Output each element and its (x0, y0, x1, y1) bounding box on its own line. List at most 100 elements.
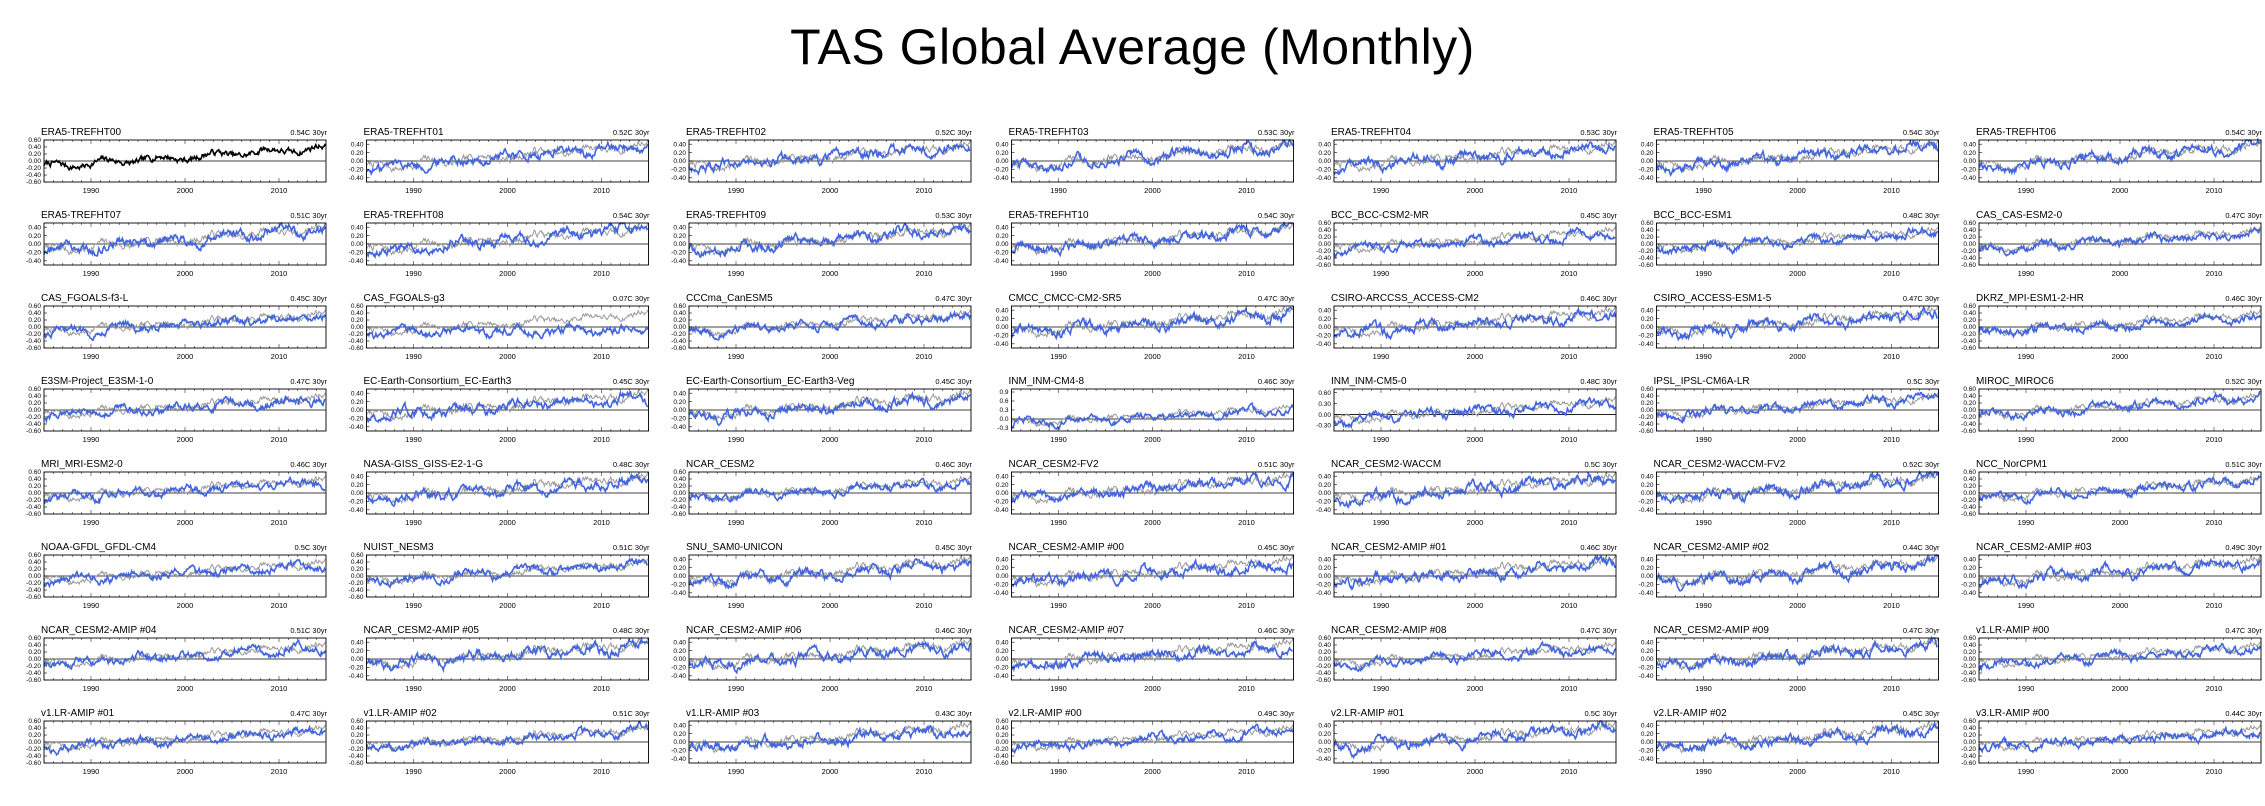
model-series-line (43, 724, 326, 757)
y-tick-label: 0.00 (1318, 490, 1331, 497)
y-tick-label: -0.20 (1961, 331, 1976, 338)
model-series-line (688, 557, 971, 590)
y-tick-label: -0.40 (1961, 753, 1976, 760)
x-tick-label: 2010 (1561, 601, 1578, 610)
panel: v1.LR-AMIP #01 0.47C 30yr 0.600.400.200.00… (26, 708, 327, 776)
trend-label: 0.44C 30yr (2225, 709, 2262, 718)
x-tick-label: 1990 (1695, 684, 1712, 693)
y-tick-label: 0.40 (28, 476, 41, 483)
y-tick-label: 0.20 (1963, 150, 1976, 157)
model-series-line (1655, 469, 1939, 505)
y-tick-label: 0.40 (673, 390, 686, 397)
model-series-line (688, 640, 971, 675)
y-tick-label: 0.40 (1963, 141, 1976, 148)
y-tick-label: 0.60 (351, 552, 364, 559)
x-tick-label: 2000 (1467, 767, 1484, 776)
y-tick-label: -0.20 (1639, 333, 1654, 340)
y-tick-label: 0.20 (1641, 648, 1654, 655)
panel: ERA5-TREFHT00 0.54C 30yr0.600.400.200.00-… (26, 127, 327, 195)
panel: NCAR_CESM2-AMIP #05 0.48C 30yr 0.40 0.200.0… (349, 625, 650, 693)
y-tick-label: 0.00 (1963, 490, 1976, 497)
x-tick-label: 1990 (405, 269, 422, 278)
y-tick-label: -0.20 (26, 250, 41, 257)
x-tick-label: 1990 (1373, 435, 1390, 444)
model-series-line (365, 472, 649, 508)
trend-label: 0.49C 30yr (2225, 543, 2262, 552)
x-tick-label: 2010 (271, 767, 288, 776)
x-tick-label: 1990 (405, 684, 422, 693)
y-tick-label: 0.20 (28, 317, 41, 324)
model-series-line (1656, 635, 1939, 674)
x-tick-label: 1990 (1050, 518, 1067, 527)
y-tick-label: 0.40 (1641, 141, 1654, 148)
panel: v1.LR-AMIP #03 0.43C 30yr 0.40 0.200.00 -0.2… (671, 708, 972, 776)
trend-label: 0.46C 30yr (2225, 294, 2262, 303)
x-tick-label: 1990 (1050, 352, 1067, 361)
x-tick-label: 1990 (1695, 767, 1712, 776)
y-tick-label: -0.60 (26, 511, 41, 518)
y-tick-label: 0.20 (28, 483, 41, 490)
y-tick-label: 0.00 (673, 656, 686, 663)
y-tick-label: -0.20 (994, 582, 1009, 589)
panel: ERA5-TREFHT10 0.54C 30yr 0.40 0.200.00 -0.20… (994, 210, 1295, 278)
y-tick-label: -0.40 (1639, 756, 1654, 763)
y-tick-label: -0.40 (994, 341, 1009, 348)
y-tick-label: -0.20 (26, 331, 41, 338)
trend-label: 0.48C 30yr (1903, 211, 1940, 220)
x-tick-label: 2010 (1238, 269, 1255, 278)
y-tick-label: -0.40 (994, 753, 1009, 760)
y-tick-label: -0.40 (671, 590, 686, 597)
y-tick-label: 0.40 (351, 473, 364, 480)
y-tick-label: 0.20 (28, 566, 41, 573)
y-tick-label: -0.40 (671, 673, 686, 680)
panel: NCAR_CESM2-AMIP #04 0.51C 30yr 0.600.400.2… (26, 625, 327, 693)
obs-overlay-line (1333, 305, 1616, 339)
model-series-line (1010, 557, 1294, 589)
x-tick-label: 1990 (2018, 435, 2035, 444)
obs-overlay-line (366, 139, 649, 173)
y-tick-label: 0.00 (1318, 656, 1331, 663)
x-tick-label: 1990 (728, 186, 745, 195)
obs-overlay-line (1978, 226, 2261, 254)
y-tick-label: 0.40 (1963, 642, 1976, 649)
model-series-line (1333, 471, 1616, 510)
x-tick-label: 2000 (822, 767, 839, 776)
panel-title: NCAR_CESM2-FV2 (1009, 459, 1099, 470)
panel: ERA5-TREFHT09 0.53C 30yr 0.40 0.200.00 -0.20… (671, 210, 972, 278)
panel: CSIRO-ARCCSS_ACCESS-CM2 0.46C 30yr 0.40 0.2… (1316, 293, 1617, 361)
model-series-line (43, 639, 326, 671)
trend-label: 0.51C 30yr (613, 543, 650, 552)
x-tick-label: 1990 (1050, 186, 1067, 195)
panel-title: MIROC_MIROC6 (1976, 376, 2054, 387)
obs-overlay-line (1656, 392, 1939, 420)
y-tick-label: 0.40 (1318, 307, 1331, 314)
x-tick-label: 2010 (1238, 601, 1255, 610)
trend-label: 0.47C 30yr (1903, 626, 1940, 635)
y-tick-label: 0.40 (1318, 722, 1331, 729)
panel: E3SM-Project_E3SM-1-0 0.47C 30yr0.600.400… (26, 376, 327, 444)
panel-title: ERA5-TREFHT05 (1654, 127, 1734, 138)
y-tick-label: 0.20 (1318, 150, 1331, 157)
x-tick-label: 2010 (271, 684, 288, 693)
trend-label: 0.47C 30yr (935, 294, 972, 303)
panel-title: ERA5-TREFHT01 (364, 127, 444, 138)
trend-label: 0.47C 30yr (290, 377, 327, 386)
x-tick-label: 2010 (593, 435, 610, 444)
trend-label: 0.52C 30yr (935, 128, 972, 137)
trend-label: 0.5C 30yr (1907, 377, 1940, 386)
panel: NUIST_NESM3 0.51C 30yr0.600.400.200.00-0.… (349, 542, 650, 610)
y-tick-label: 0.20 (28, 233, 41, 240)
y-tick-label: -0.60 (1961, 760, 1976, 767)
y-tick-label: 0.00 (351, 158, 364, 165)
model-series-line (1333, 307, 1616, 341)
y-tick-label: -0.40 (1316, 175, 1331, 182)
model-series-line (365, 720, 649, 753)
y-tick-label: 0.40 (351, 390, 364, 397)
trend-label: 0.45C 30yr (613, 377, 650, 386)
y-tick-label: -0.40 (671, 504, 686, 511)
y-tick-label: 0.60 (28, 552, 41, 559)
panel-title: INM_INM-CM4-8 (1009, 376, 1085, 387)
x-tick-label: 2010 (271, 186, 288, 195)
panel: ERA5-TREFHT03 0.53C 30yr 0.40 0.200.00 -0.20… (994, 127, 1295, 195)
obs-overlay-line (1656, 471, 1939, 505)
